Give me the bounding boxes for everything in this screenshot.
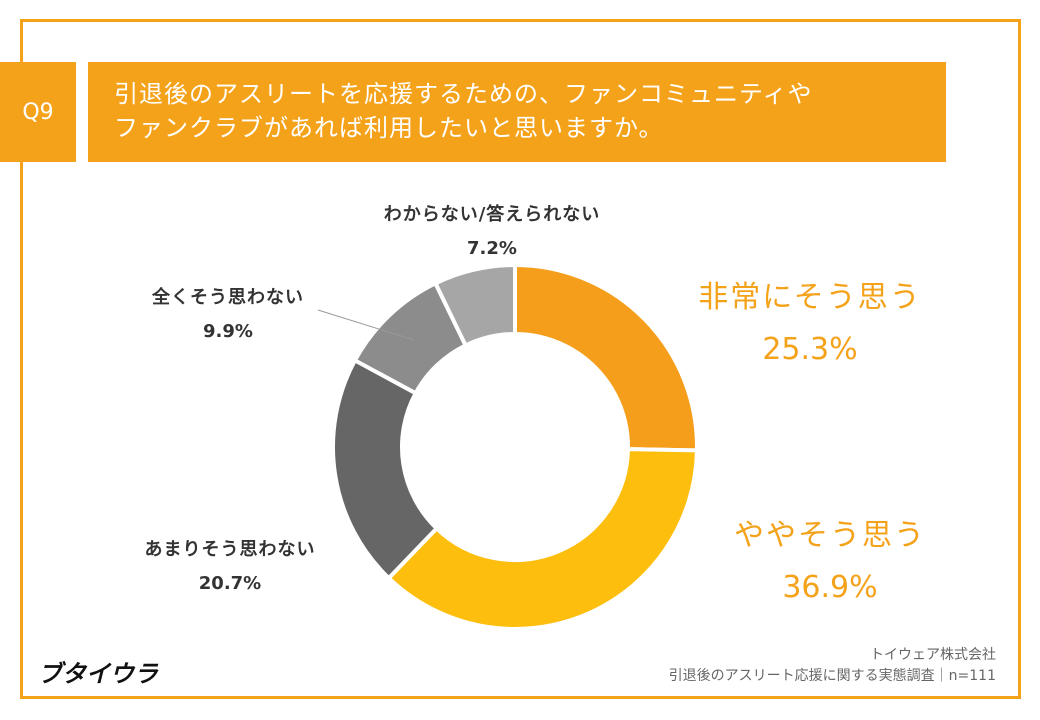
label-strongly-agree: 非常にそう思う 25.3% [680,272,940,367]
leader-line [317,309,415,341]
donut-slice-strongly-agree [513,262,699,453]
slice-label-strongly-agree: 非常にそう思う [698,280,922,315]
question-number-badge: Q9 [0,62,76,162]
footer-survey: 引退後のアスリート応援に関する実態調査｜n=111 [668,668,996,684]
slice-label-dont-know: わからない/答えられない [383,204,601,225]
footer-company: トイウェア株式会社 [870,647,996,663]
slice-value-dont-know: 7.2% [467,238,517,259]
slice-label-somewhat-agree: ややそう思う [734,518,926,553]
slice-label-somewhat-disagree: あまりそう思わない [144,539,316,560]
slice-value-somewhat-agree: 36.9% [782,570,878,605]
donut-slice-somewhat-agree [385,447,700,631]
slide-frame [20,19,1021,699]
slice-value-strongly-agree: 25.3% [762,332,858,367]
slice-value-strongly-disagree: 9.9% [203,321,253,342]
brand-logo: ブタイウラ [38,660,158,688]
label-somewhat-disagree: あまりそう思わない 20.7% [120,535,340,594]
label-strongly-disagree: 全くそう思わない 9.9% [128,283,328,342]
label-somewhat-agree: ややそう思う 36.9% [700,510,960,605]
question-text-line-2: ファンクラブがあれば利用したいと思いますか。 [114,114,664,142]
question-banner: 引退後のアスリートを応援するための、ファンコミュニティや ファンクラブがあれば利… [88,62,946,162]
question-text-line-1: 引退後のアスリートを応援するための、ファンコミュニティや [114,80,813,108]
slice-label-strongly-disagree: 全くそう思わない [152,287,304,308]
donut-slice-somewhat-disagree [331,357,440,581]
label-dont-know: わからない/答えられない 7.2% [362,200,622,259]
footer-credit: トイウェア株式会社 引退後のアスリート応援に関する実態調査｜n=111 [669,645,996,687]
slice-value-somewhat-disagree: 20.7% [198,573,262,594]
donut-slice-dont-know [432,262,517,349]
